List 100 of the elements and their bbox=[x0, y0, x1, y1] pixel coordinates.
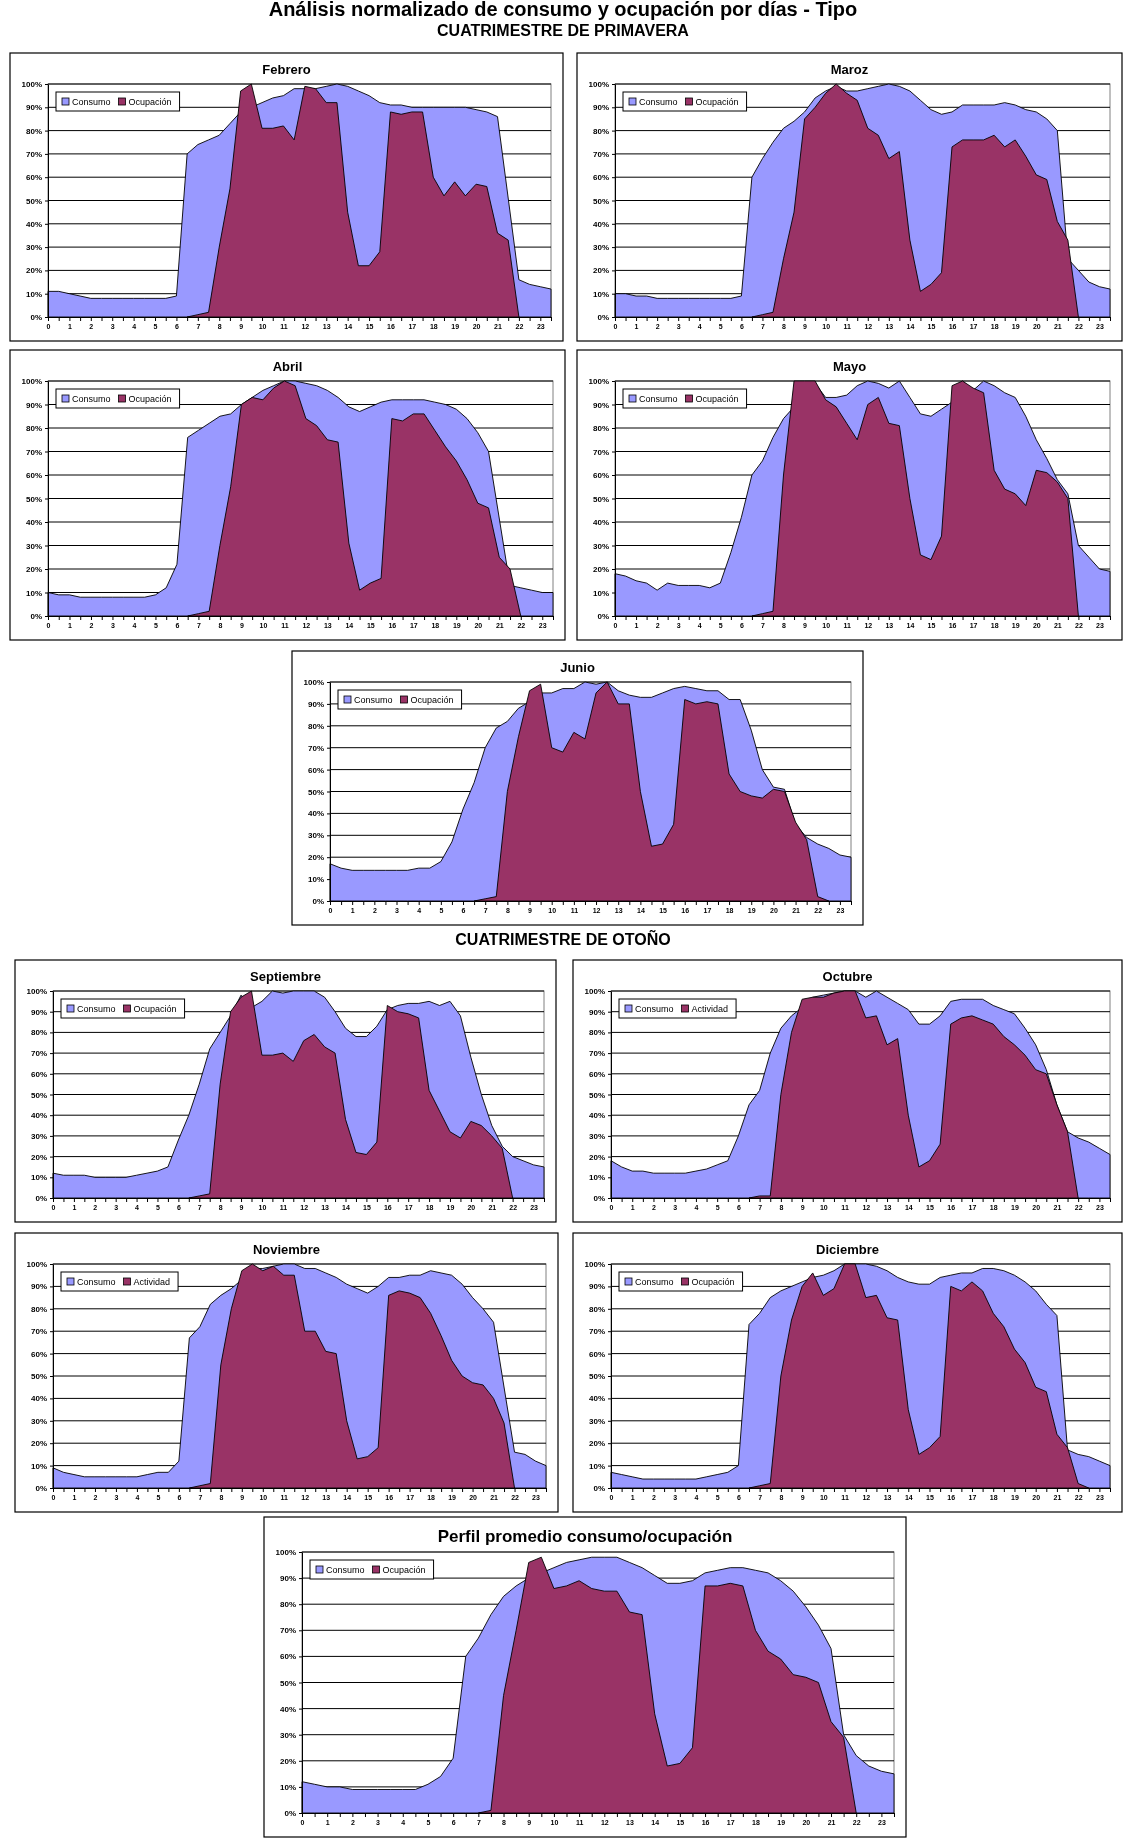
legend-label: Consumo bbox=[639, 394, 678, 404]
y-tick-label: 0% bbox=[593, 1194, 605, 1204]
y-tick-label: 80% bbox=[592, 126, 609, 136]
chart-title: Junio bbox=[560, 660, 595, 675]
y-tick-label: 70% bbox=[25, 149, 42, 159]
y-tick-label: 40% bbox=[588, 1394, 605, 1404]
y-tick-label: 40% bbox=[592, 219, 609, 229]
y-tick-label: 0% bbox=[597, 612, 609, 622]
y-tick-label: 50% bbox=[30, 1090, 47, 1100]
text: CUATRIMESTRE DE PRIMAVERA bbox=[437, 22, 690, 39]
y-tick-label: 30% bbox=[588, 1131, 605, 1141]
y-tick-label: 60% bbox=[588, 1069, 605, 1079]
chart-title: Mayo bbox=[832, 359, 867, 374]
legend-label: Consumo bbox=[635, 1004, 674, 1014]
y-tick-label: 60% bbox=[592, 471, 609, 481]
y-tick-label: 0% bbox=[593, 1484, 605, 1494]
y-tick-label: 70% bbox=[307, 743, 324, 753]
legend-label: Ocupación bbox=[691, 1277, 735, 1287]
legend-label: Consumo bbox=[77, 1277, 116, 1287]
y-tick-label: 40% bbox=[588, 1111, 605, 1121]
y-tick-label: 90% bbox=[25, 400, 42, 410]
y-tick-label: 90% bbox=[592, 103, 609, 113]
y-tick-label: 10% bbox=[307, 875, 324, 885]
y-tick-label: 10% bbox=[279, 1782, 296, 1792]
y-tick-label: 0% bbox=[30, 313, 42, 323]
legend-label: Ocupación bbox=[382, 1565, 426, 1575]
y-tick-label: 90% bbox=[30, 1007, 47, 1017]
chart-title: Febrero bbox=[262, 62, 311, 77]
y-tick-label: 80% bbox=[592, 424, 609, 434]
y-tick-label: 40% bbox=[30, 1394, 47, 1404]
y-tick-label: 60% bbox=[25, 471, 42, 481]
legend-label: Consumo bbox=[326, 1565, 365, 1575]
y-tick-label: 50% bbox=[592, 196, 609, 206]
y-tick-label: 10% bbox=[25, 289, 42, 299]
y-tick-label: 10% bbox=[592, 289, 609, 299]
y-tick-label: 80% bbox=[25, 424, 42, 434]
y-tick-label: 80% bbox=[279, 1600, 296, 1610]
legend-label: Consumo bbox=[635, 1277, 674, 1287]
legend-label: Ocupación bbox=[410, 695, 454, 705]
y-tick-label: 40% bbox=[25, 219, 42, 229]
y-tick-label: 50% bbox=[592, 494, 609, 504]
legend-label: Ocupación bbox=[695, 394, 739, 404]
y-tick-label: 10% bbox=[588, 1461, 605, 1471]
y-tick-label: 0% bbox=[597, 313, 609, 323]
y-tick-label: 30% bbox=[30, 1131, 47, 1141]
y-tick-label: 40% bbox=[592, 518, 609, 528]
y-tick-label: 60% bbox=[279, 1652, 296, 1662]
y-tick-label: 50% bbox=[25, 494, 42, 504]
legend-label: Ocupación bbox=[695, 97, 739, 107]
y-tick-label: 20% bbox=[307, 853, 324, 863]
y-tick-label: 30% bbox=[588, 1416, 605, 1426]
y-tick-label: 100% bbox=[303, 678, 324, 688]
y-tick-label: 10% bbox=[588, 1173, 605, 1183]
y-tick-label: 90% bbox=[588, 1282, 605, 1292]
legend-label: Consumo bbox=[72, 97, 111, 107]
y-tick-label: 40% bbox=[30, 1111, 47, 1121]
y-tick-label: 60% bbox=[25, 173, 42, 183]
y-tick-label: 100% bbox=[588, 377, 609, 387]
y-tick-label: 20% bbox=[25, 266, 42, 276]
y-tick-label: 50% bbox=[588, 1372, 605, 1382]
legend-label: Ocupación bbox=[133, 1004, 177, 1014]
y-tick-label: 50% bbox=[279, 1678, 296, 1688]
y-tick-label: 60% bbox=[592, 173, 609, 183]
y-tick-label: 40% bbox=[25, 518, 42, 528]
y-tick-label: 10% bbox=[30, 1173, 47, 1183]
y-tick-label: 90% bbox=[279, 1574, 296, 1584]
y-tick-label: 80% bbox=[30, 1028, 47, 1038]
y-tick-label: 0% bbox=[30, 612, 42, 622]
y-tick-label: 20% bbox=[30, 1152, 47, 1162]
legend-label: Consumo bbox=[77, 1004, 116, 1014]
y-tick-label: 50% bbox=[30, 1372, 47, 1382]
y-tick-label: 60% bbox=[30, 1349, 47, 1359]
y-tick-label: 80% bbox=[307, 721, 324, 731]
y-tick-label: 100% bbox=[584, 987, 605, 997]
legend-label: Actividad bbox=[691, 1004, 729, 1014]
y-tick-label: 70% bbox=[588, 1327, 605, 1337]
y-tick-label: 20% bbox=[279, 1756, 296, 1766]
y-tick-label: 10% bbox=[592, 588, 609, 598]
y-tick-label: 50% bbox=[307, 787, 324, 797]
y-tick-label: 20% bbox=[25, 565, 42, 575]
y-tick-label: 70% bbox=[30, 1327, 47, 1337]
y-tick-label: 100% bbox=[588, 80, 609, 90]
chart-title: Perfil promedio consumo/ocupación bbox=[437, 1527, 733, 1546]
y-tick-label: 20% bbox=[592, 565, 609, 575]
y-tick-label: 60% bbox=[307, 765, 324, 775]
y-tick-label: 40% bbox=[307, 809, 324, 819]
chart-title: Abril bbox=[272, 359, 303, 374]
y-tick-label: 100% bbox=[26, 1260, 47, 1270]
y-tick-label: 0% bbox=[312, 897, 324, 907]
legend-label: Ocupación bbox=[128, 394, 172, 404]
y-tick-label: 50% bbox=[25, 196, 42, 206]
y-tick-label: 0% bbox=[284, 1809, 296, 1819]
y-tick-label: 30% bbox=[592, 541, 609, 551]
y-tick-label: 30% bbox=[25, 541, 42, 551]
y-tick-label: 70% bbox=[25, 447, 42, 457]
y-tick-label: 80% bbox=[588, 1028, 605, 1038]
chart-title: Septiembre bbox=[250, 969, 321, 984]
y-tick-label: 20% bbox=[588, 1439, 605, 1449]
y-tick-label: 100% bbox=[275, 1548, 296, 1558]
y-tick-label: 10% bbox=[30, 1461, 47, 1471]
